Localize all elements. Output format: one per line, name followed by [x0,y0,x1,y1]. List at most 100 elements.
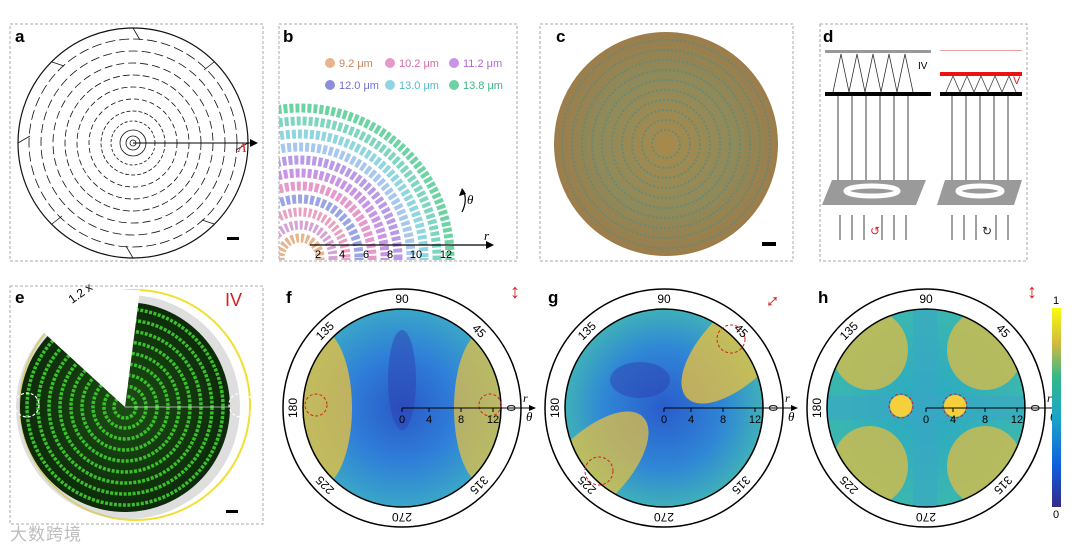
panel-a-label: a [15,27,25,46]
panel-b-label: b [283,27,293,46]
panel-c-label: c [556,27,565,46]
colorbar-gradient [1052,308,1061,507]
scale-bar-e [226,510,238,513]
panel-d: d IV ↺ V ↻ [819,23,1028,262]
panel-b-frame [278,23,518,262]
r-tick: 10 [410,249,422,261]
polarization-left: ↺ [870,224,880,238]
polar-theta-label: θ [788,409,795,424]
polar-angle-label: 90 [657,292,671,306]
panel-b: b r θ 2 4 6 8 10 12 9.2 μm 10.2 μm 11.2 … [278,23,518,262]
polar-angle-label: 270 [654,510,674,524]
focus-marker [478,393,502,417]
legend-swatch [449,80,459,90]
setup-v-label: V [1013,75,1021,87]
polar-r-tick: 12 [487,414,499,426]
panel-c-frame [539,23,794,262]
radius-arrowhead [250,139,258,147]
polar-angle-label: 180 [548,398,562,418]
r-tick: 12 [440,249,452,261]
legend-entry: 10.2 μm [399,58,439,70]
ring-texture-c [561,39,771,249]
r-tick: 4 [339,249,345,261]
legend-swatch [325,58,335,68]
polar-r-tick: 4 [426,414,432,426]
polar-r-label: r [1047,391,1052,405]
panel-c: c [539,23,794,262]
polar-r-tick: 8 [720,414,726,426]
polarization-arrow: ↕ [1027,281,1037,303]
theta-arrowhead [459,188,466,196]
polar-r-arrowhead [529,405,536,411]
polar-r-tick: 8 [982,414,988,426]
quarter-rings [279,103,455,260]
polar-r-tick: 12 [749,414,761,426]
polar-r-tick: 12 [1011,414,1023,426]
panel-a-lambda: Λ [236,141,247,156]
polar-angle-label: 180 [810,398,824,418]
setup-iv-label: IV [918,61,928,72]
legend-entry: 12.0 μm [339,80,379,92]
polarization-right: ↻ [982,224,992,238]
legend-swatch [325,80,335,90]
focus-marker [584,456,614,486]
focal-spot-left [14,392,40,418]
focus-marker [716,324,746,354]
polar-r-tick: 8 [458,414,464,426]
polar-angle-label: 180 [286,398,300,418]
colorbar: 1 0 [1052,295,1061,521]
polar-r-tick: 0 [923,414,929,426]
panel-e: e 1.2 x IV [9,280,264,525]
panel-g-label: g [548,288,558,307]
focus-marker [888,393,914,419]
polar-angle-label: 90 [919,292,933,306]
setup-v: V ↻ [937,50,1022,240]
scale-bar-a [227,237,239,240]
r-tick: 2 [315,249,321,261]
panel-a: a Λ [9,23,264,262]
panel-e-label: e [15,288,24,307]
r-axis-label: r [484,228,490,243]
polarization-arrow: ↕ [510,281,520,303]
legend-entry: 13.8 μm [463,80,503,92]
polar-r-tick: 0 [661,414,667,426]
panel-e-mode: IV [225,290,242,310]
polar-angle-label: 270 [916,510,936,524]
focal-spot-right [228,392,254,418]
r-tick: 6 [363,249,369,261]
polar-r-tick: 4 [950,414,956,426]
fabricated-metalens-image [554,32,778,256]
r-ticks: 2 4 6 8 10 12 [315,249,452,261]
panel-e-frame [9,285,264,525]
legend-entry: 13.0 μm [399,80,439,92]
legend-entry: 11.2 μm [463,58,502,70]
r-tick: 8 [387,249,393,261]
panel-d-frame [819,23,1028,262]
panel-h-label: h [818,288,828,307]
colorbar-min: 0 [1053,509,1059,521]
legend-swatch [449,58,459,68]
cutaway-wedge [30,290,140,407]
polar-r-tick: 0 [399,414,405,426]
polar-r-label: r [785,391,790,405]
polar-theta-label: θ [526,409,533,424]
setup-iv: IV ↺ [822,50,931,240]
theta-label: θ [467,192,474,207]
polarization-arrow: ↔ [756,285,786,315]
focus-marker [304,393,328,417]
legend-swatch [385,58,395,68]
legend-swatch [385,80,395,90]
panel-f-label: f [286,288,292,307]
wavelength-legend: 9.2 μm 10.2 μm 11.2 μm 12.0 μm 13.0 μm 1… [325,58,503,92]
colorbar-max: 1 [1053,295,1059,307]
polar-r-label: r [523,391,528,405]
legend-entry: 9.2 μm [339,58,373,70]
panel-d-label: d [823,27,833,46]
panel-a-frame [9,23,264,262]
r-axis-arrowhead [486,241,494,249]
watermark: 大数跨境 [10,525,82,545]
polar-angle-label: 90 [395,292,409,306]
scale-bar-c [762,242,776,246]
focus-marker [942,393,968,419]
